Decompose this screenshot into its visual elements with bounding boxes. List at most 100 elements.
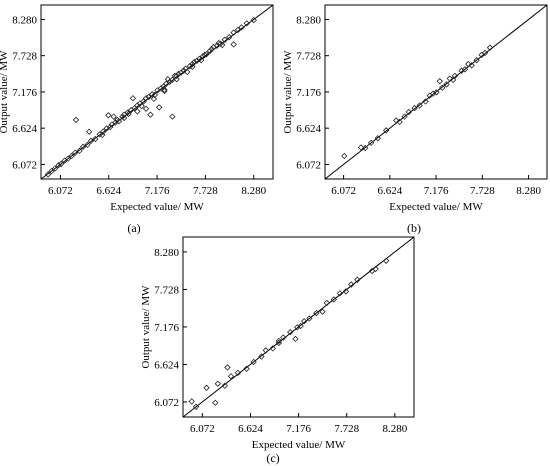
panel-0-x-tick-label: 7.176 bbox=[145, 185, 170, 197]
panel-0-data-point bbox=[145, 93, 152, 101]
panel-0-data-point bbox=[84, 141, 91, 149]
panel-1-data-point bbox=[486, 44, 494, 51]
panel-1-data-point bbox=[401, 113, 408, 120]
panel-0-data-point bbox=[166, 78, 173, 85]
panel-2-x-tick-label: 6.624 bbox=[238, 423, 263, 435]
panel-0-data-point bbox=[189, 60, 196, 68]
panel-0-data-point bbox=[142, 105, 150, 112]
panel-1-x-tick-label: 7.728 bbox=[470, 185, 495, 197]
panel-2-data-point bbox=[212, 399, 219, 406]
panel-0-data-point bbox=[71, 149, 79, 156]
panel-0-data-point bbox=[55, 162, 62, 169]
panel-0-data-point bbox=[106, 123, 114, 131]
panel-0-data-point bbox=[140, 98, 147, 105]
panel-1-data-point bbox=[396, 118, 403, 126]
panel-0-data-point bbox=[173, 76, 180, 83]
panel-2-data-point bbox=[258, 353, 265, 360]
panel-1-y-tick-label: 6.072 bbox=[296, 159, 321, 171]
panel-0-data-point bbox=[72, 116, 80, 124]
panel-0-data-point bbox=[156, 104, 163, 111]
panel-2-data-point bbox=[227, 373, 235, 380]
panel-0-data-point bbox=[138, 102, 145, 110]
panel-2-data-point bbox=[313, 309, 320, 317]
panel-0-data-point bbox=[169, 113, 176, 120]
panel-0-data-point bbox=[180, 67, 187, 74]
panel-2-data-point bbox=[323, 299, 330, 307]
panel-0-data-point bbox=[226, 34, 233, 41]
panel-0-data-point bbox=[76, 147, 83, 154]
panel-1-label: (b) bbox=[407, 221, 421, 235]
panel-1-x-axis-label: Expected value/ MW bbox=[389, 201, 483, 213]
panel-0-data-point bbox=[92, 135, 99, 143]
panel-1-data-point bbox=[405, 108, 412, 116]
panel-0-data-point bbox=[105, 112, 112, 119]
panel-1-data-point bbox=[436, 78, 443, 85]
panel-1-data-point bbox=[382, 127, 390, 134]
panel-0-data-point bbox=[206, 47, 214, 55]
panel-2-data-point bbox=[330, 296, 337, 303]
panel-0-data-point bbox=[201, 51, 208, 59]
panel-2-data-point bbox=[262, 347, 269, 354]
panel-0-data-point bbox=[203, 51, 210, 58]
panel-0-data-point bbox=[243, 20, 250, 27]
panel-1-data-point bbox=[393, 117, 400, 124]
panel-0-y-tick-label: 6.072 bbox=[12, 159, 37, 171]
panel-2-x-tick-label: 6.072 bbox=[190, 423, 215, 435]
panel-1-data-point bbox=[362, 144, 369, 152]
panel-0-data-point bbox=[150, 95, 158, 103]
panel-1-y-tick-label: 6.624 bbox=[296, 123, 321, 135]
panel-0-data-point bbox=[115, 118, 123, 125]
panel-1-data-point bbox=[443, 81, 450, 88]
panel-2-x-tick-label: 7.728 bbox=[334, 423, 359, 435]
panel-2-y-axis-label: Output value/ MW bbox=[140, 285, 152, 369]
panel-2-y-tick-label: 7.176 bbox=[154, 322, 179, 334]
panel-0-y-tick-label: 8.280 bbox=[12, 14, 37, 26]
panel-0-x-tick-label: 6.624 bbox=[96, 185, 121, 197]
panel-0-x-tick-label: 8.280 bbox=[241, 185, 266, 197]
panel-1-data-point bbox=[481, 49, 489, 57]
panel-1-x-tick-label: 6.072 bbox=[331, 185, 356, 197]
panel-2-data-point bbox=[336, 290, 344, 297]
panel-2-data-point bbox=[348, 281, 355, 288]
panel-2-y-tick-label: 8.280 bbox=[154, 247, 179, 259]
panel-0-data-point bbox=[208, 45, 215, 53]
panel-0-data-point bbox=[99, 131, 106, 139]
panel-1-y-tick-label: 7.176 bbox=[296, 87, 321, 99]
panel-1-data-point bbox=[439, 84, 446, 91]
panel-0-data-point bbox=[184, 68, 191, 76]
panel-0-data-point bbox=[134, 102, 141, 109]
panel-1-data-point bbox=[367, 139, 375, 147]
panel-2-data-point bbox=[280, 334, 287, 341]
panel-2-reference-line bbox=[182, 236, 415, 418]
panel-1-data-point bbox=[341, 152, 348, 160]
panel-1-y-tick-label: 7.728 bbox=[296, 51, 321, 63]
panel-2-data-point bbox=[224, 364, 231, 371]
panel-0-x-tick-label: 6.072 bbox=[48, 185, 73, 197]
panel-0-data-point bbox=[157, 85, 165, 92]
panel-2-data-point bbox=[306, 315, 313, 322]
panel-0-data-point bbox=[87, 137, 95, 145]
panel-0-data-point bbox=[173, 72, 180, 80]
panel-2-data-point bbox=[301, 318, 308, 325]
panel-0-data-point bbox=[57, 160, 65, 168]
panel-0-data-point bbox=[191, 58, 198, 66]
panel-0-data-point bbox=[230, 29, 237, 36]
panel-2-x-tick-label: 7.176 bbox=[286, 423, 311, 435]
panel-1-data-point bbox=[461, 66, 469, 73]
panel-0-data-point bbox=[99, 128, 107, 135]
panel-0-data-point bbox=[85, 128, 93, 135]
panel-2-y-tick-label: 7.728 bbox=[154, 284, 179, 296]
panel-0-data-point bbox=[198, 56, 205, 64]
panel-1-y-tick-label: 8.280 bbox=[296, 14, 321, 26]
panel-0-data-point bbox=[177, 69, 185, 76]
panel-0-data-point bbox=[48, 167, 55, 175]
panel-0-data-point bbox=[221, 36, 229, 43]
panel-0-data-point bbox=[64, 155, 72, 162]
panel-0-data-point bbox=[121, 114, 128, 122]
panel-0-data-point bbox=[44, 171, 52, 178]
panel-0-data-point bbox=[110, 113, 117, 120]
panel-0-data-point bbox=[142, 95, 150, 102]
panel-0-y-tick-label: 6.624 bbox=[12, 123, 37, 135]
panel-1-data-point bbox=[422, 98, 429, 105]
